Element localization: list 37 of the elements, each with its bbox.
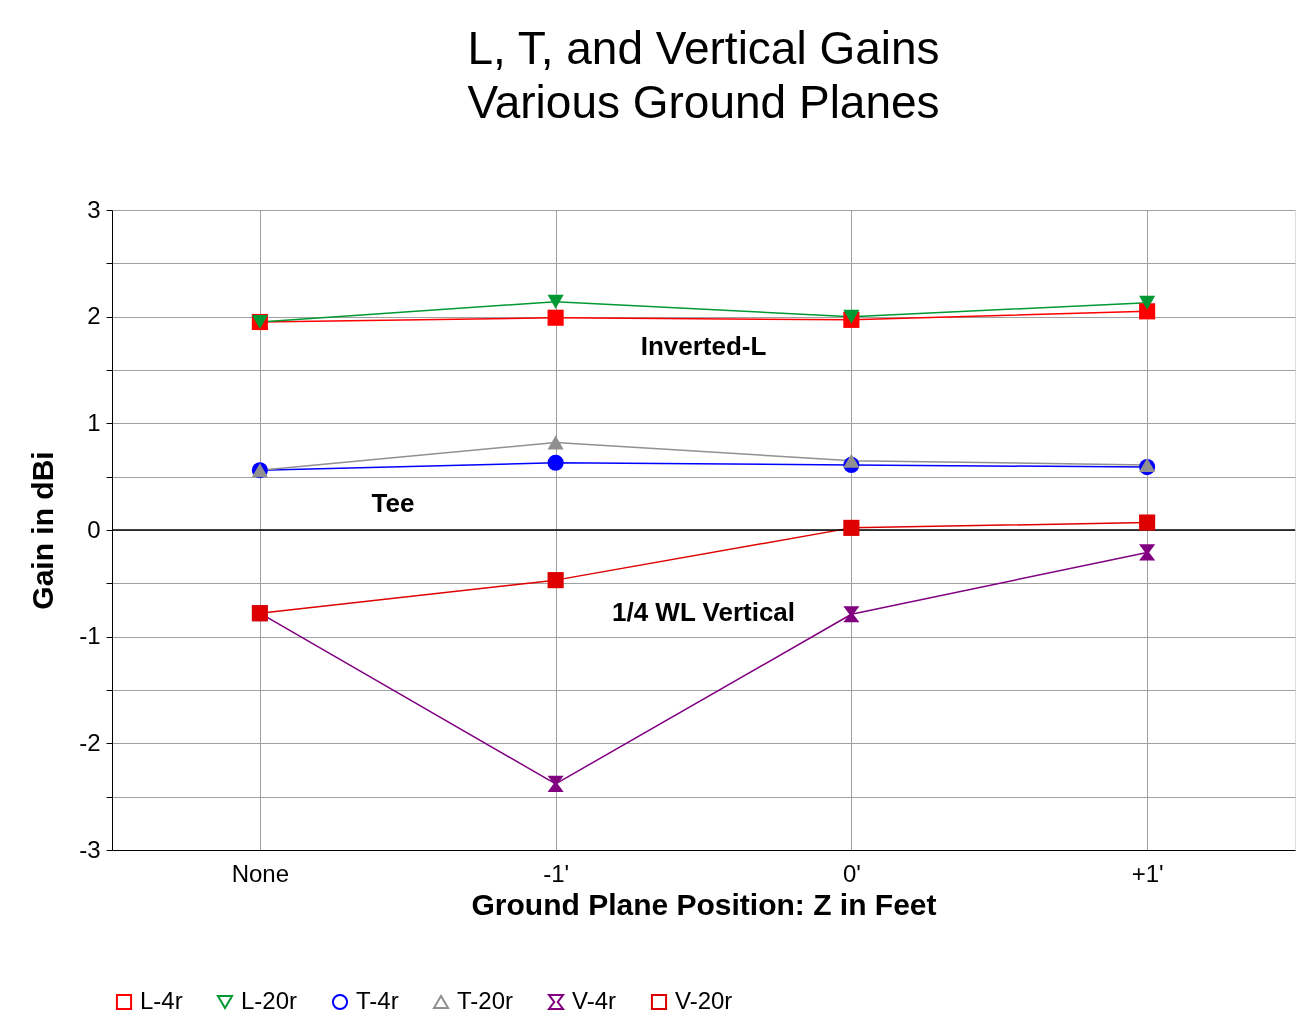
annotation: 1/4 WL Vertical: [611, 597, 796, 628]
point: [547, 775, 564, 792]
legend-label: L-4r: [140, 987, 183, 1014]
legend-label: V-4r: [572, 987, 617, 1014]
point: [843, 606, 860, 623]
point: [1139, 544, 1156, 561]
y-tick-label: 0: [87, 515, 101, 543]
point: [1139, 514, 1156, 531]
y-tick-label: -1: [79, 622, 101, 650]
y-tick-label: 3: [87, 195, 101, 223]
y-tick-label: -3: [79, 835, 101, 863]
point: [843, 453, 860, 468]
point: [547, 572, 564, 589]
annotation: Inverted-L: [640, 330, 767, 361]
legend-label: V-20r: [675, 987, 733, 1014]
y-tick-label: 2: [87, 302, 101, 330]
point: [547, 294, 564, 309]
legend-label: T-20r: [457, 987, 514, 1014]
point: [547, 454, 564, 471]
x-axis-title: Ground Plane Position: Z in Feet: [471, 887, 937, 921]
y-tick-label: 1: [87, 408, 101, 436]
point: [547, 309, 564, 326]
point: [843, 309, 860, 324]
x-tick-label: None: [231, 859, 290, 887]
x-tick-label: -1': [543, 859, 570, 887]
y-tick-label: -2: [79, 728, 101, 756]
legend-label: T-4r: [356, 987, 399, 1014]
point: [547, 435, 564, 450]
legend-label: L-20r: [241, 987, 298, 1014]
point: [1139, 457, 1156, 472]
x-tick-label: 0': [842, 859, 861, 887]
point: [843, 519, 860, 536]
x-tick-label: +1': [1131, 859, 1164, 887]
y-axis-title: Gain in dBi: [26, 451, 60, 610]
chart-title: L, T, and Vertical Gains Various Ground Planes: [467, 22, 940, 128]
annotation: Tee: [371, 488, 415, 519]
point: [1139, 295, 1156, 310]
